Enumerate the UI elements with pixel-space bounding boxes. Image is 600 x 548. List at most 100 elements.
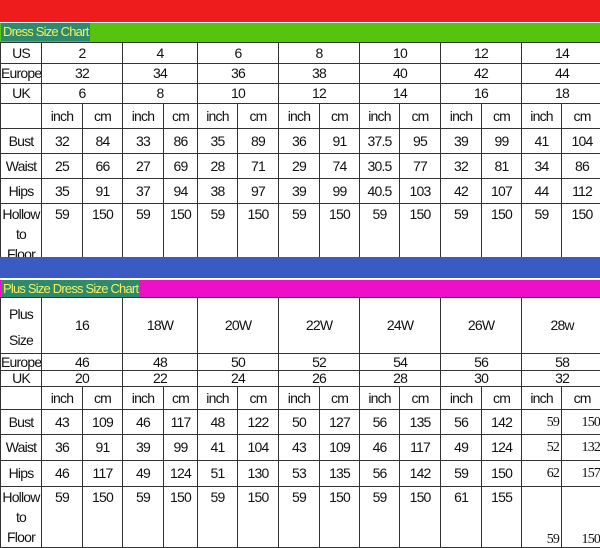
- size-cell: 24: [198, 371, 279, 387]
- value-cell: 48: [198, 410, 238, 435]
- value-cell: 94: [164, 179, 198, 204]
- value-cell: 117: [400, 435, 441, 461]
- value-cell: 36: [279, 129, 320, 154]
- value-cell: 35: [198, 129, 238, 154]
- unit-label: inch: [198, 104, 238, 129]
- size-cell: 12: [441, 43, 522, 64]
- unit-label: cm: [562, 104, 600, 129]
- value-cell: 44: [522, 179, 562, 204]
- unit-label: inch: [42, 387, 83, 410]
- value-cell: 59: [198, 487, 238, 548]
- value-cell: 135: [320, 461, 360, 487]
- row-label: US: [1, 43, 42, 64]
- size-cell: 6: [42, 84, 123, 104]
- unit-label: inch: [123, 387, 164, 410]
- value-cell: 59: [42, 487, 83, 548]
- value-cell: 33: [123, 129, 164, 154]
- value-cell: 59: [123, 487, 164, 548]
- row-label: UK: [1, 371, 42, 387]
- value-cell: 99: [320, 179, 360, 204]
- size-cell: 52: [279, 354, 360, 371]
- value-cell: 117: [83, 461, 123, 487]
- unit-label: inch: [360, 104, 400, 129]
- value-cell: 66: [83, 154, 123, 179]
- unit-label: cm: [83, 104, 123, 129]
- size-cell: 20: [42, 371, 123, 387]
- unit-label: inch: [522, 104, 562, 129]
- row-label: Europe: [1, 64, 42, 84]
- size-cell: 8: [279, 43, 360, 64]
- size-cell: 10: [198, 84, 279, 104]
- value-cell: 53: [279, 461, 320, 487]
- row-label: UK: [1, 84, 42, 104]
- value-cell: 59: [279, 487, 320, 548]
- value-cell: 117: [164, 410, 198, 435]
- value-cell: 56: [360, 410, 400, 435]
- value-cell: 150: [238, 487, 279, 548]
- divider-blue-bar: [0, 257, 600, 278]
- value-cell: 150: [164, 487, 198, 548]
- value-cell: 150: [562, 487, 600, 548]
- value-cell: 35: [42, 179, 83, 204]
- value-cell: 46: [360, 435, 400, 461]
- value-cell: 41: [522, 129, 562, 154]
- row-label: Bust: [1, 410, 42, 435]
- unit-label: inch: [42, 104, 83, 129]
- row-label: Hollow to Floor: [1, 204, 42, 265]
- size-cell: 22: [123, 371, 198, 387]
- row-label: Hips: [1, 179, 42, 204]
- row-label: Hips: [1, 461, 42, 487]
- value-cell: 95: [400, 129, 441, 154]
- dress-title-bar: Dress Size Chart: [0, 23, 600, 42]
- value-cell: 56: [441, 410, 482, 435]
- unit-label: cm: [83, 387, 123, 410]
- value-cell: 150: [562, 204, 600, 265]
- row-label: Plus Size: [1, 298, 42, 354]
- value-cell: 84: [83, 129, 123, 154]
- value-cell: 124: [482, 435, 522, 461]
- size-cell: 4: [123, 43, 198, 64]
- value-cell: 150: [320, 487, 360, 548]
- value-cell: 62: [522, 461, 562, 487]
- size-cell: 2: [42, 43, 123, 64]
- unit-label: inch: [522, 387, 562, 410]
- size-cell: 58: [522, 354, 600, 371]
- unit-label: cm: [400, 104, 441, 129]
- size-cell: 28: [360, 371, 441, 387]
- unit-label: inch: [360, 387, 400, 410]
- value-cell: 86: [164, 129, 198, 154]
- value-cell: 56: [360, 461, 400, 487]
- value-cell: 97: [238, 179, 279, 204]
- value-cell: 157: [562, 461, 600, 487]
- value-cell: 130: [238, 461, 279, 487]
- value-cell: 104: [562, 129, 600, 154]
- value-cell: 41: [198, 435, 238, 461]
- value-cell: 150: [400, 487, 441, 548]
- size-cell: 6: [198, 43, 279, 64]
- value-cell: 74: [320, 154, 360, 179]
- value-cell: 150: [400, 204, 441, 265]
- unit-label: inch: [441, 387, 482, 410]
- value-cell: 39: [279, 179, 320, 204]
- value-cell: 150: [83, 487, 123, 548]
- value-cell: 28: [198, 154, 238, 179]
- size-cell: 12: [279, 84, 360, 104]
- row-label: Bust: [1, 129, 42, 154]
- size-cell: 46: [42, 354, 123, 371]
- size-cell: 56: [441, 354, 522, 371]
- value-cell: 59: [522, 204, 562, 265]
- size-cell: 10: [360, 43, 441, 64]
- value-cell: 46: [123, 410, 164, 435]
- size-cell: 48: [123, 354, 198, 371]
- value-cell: 150: [238, 204, 279, 265]
- unit-label: cm: [320, 104, 360, 129]
- size-cell: 24W: [360, 298, 441, 354]
